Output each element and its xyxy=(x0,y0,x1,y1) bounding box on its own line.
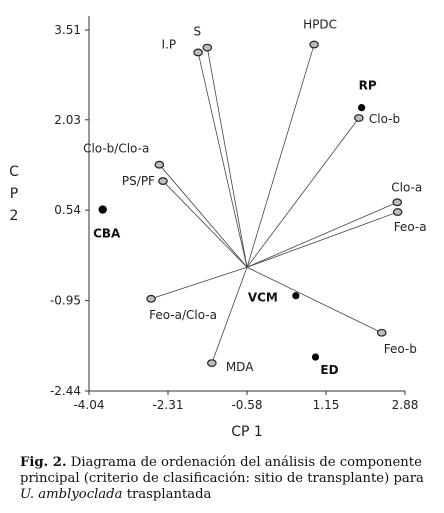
site-point xyxy=(311,353,320,361)
vector-label: Feo-a/Clo-a xyxy=(149,308,217,322)
x-axis-title: CP 1 xyxy=(231,424,263,440)
site-label: CBA xyxy=(93,227,121,241)
pca-biplot-chart: 3.51 2.03 0.54 -0.95 -2.44-4.04 -2.31 -0.58 1.1… xyxy=(9,16,427,440)
vector-endpoint xyxy=(392,208,403,216)
vector-line xyxy=(246,117,360,268)
vector-endpoint xyxy=(207,359,217,367)
vector-label: Clo-b xyxy=(369,112,400,126)
vector-endpoint xyxy=(154,160,165,169)
vector-endpoint xyxy=(309,40,319,49)
vector-label: MDA xyxy=(226,360,254,374)
x-tick-label: -4.04 xyxy=(73,398,104,412)
y-tick-label: 3.51 xyxy=(54,23,81,37)
vector-endpoint xyxy=(193,48,203,57)
vector-line xyxy=(197,52,248,268)
vector-endpoint xyxy=(146,294,156,303)
site-label: RP xyxy=(359,79,377,93)
site-point xyxy=(98,205,107,214)
caption-text-end: trasplantada xyxy=(126,487,212,502)
vector-endpoint xyxy=(354,114,364,122)
caption-species: U. amblyoclada xyxy=(20,487,123,502)
figure-number: Fig. 2. xyxy=(20,455,67,470)
vector-line xyxy=(246,266,382,334)
vector-line xyxy=(162,180,248,268)
vector-label: HPDC xyxy=(303,18,337,32)
vector-line xyxy=(246,44,315,268)
vector-line xyxy=(211,267,248,364)
x-tick-label: 1.15 xyxy=(313,398,340,412)
vector-line xyxy=(246,211,398,268)
site-label: VCM xyxy=(248,291,278,305)
vector-label: PS/PF xyxy=(122,174,155,188)
vector-line xyxy=(206,47,248,268)
vector-label: S xyxy=(193,25,201,39)
vector-line xyxy=(246,201,398,268)
vector-endpoint xyxy=(376,328,387,337)
vector-line xyxy=(150,266,248,300)
vector-label: Feo-a xyxy=(394,220,427,234)
x-tick-label: 2.88 xyxy=(392,398,419,412)
axis-ticks: 3.51 2.03 0.54 -0.95 -2.44-4.04 -2.31 -0.58 1.1… xyxy=(50,23,418,412)
y-tick-label: 0.54 xyxy=(54,203,81,217)
y-tick-label: -2.44 xyxy=(50,384,81,398)
site-point xyxy=(358,104,366,112)
vector-endpoint xyxy=(158,177,168,185)
y-tick-label: -0.95 xyxy=(50,294,81,308)
caption-text: Diagrama de ordenación del análisis de c… xyxy=(20,455,424,486)
site-label: ED xyxy=(320,363,338,377)
axes xyxy=(88,16,405,392)
vector-label: Clo-b/Clo-a xyxy=(83,142,149,156)
vector-endpoint xyxy=(202,43,213,52)
vector-line xyxy=(159,164,248,268)
vector-label: Feo-b xyxy=(384,342,417,356)
site-points: RP CBA VCM ED xyxy=(93,79,377,377)
x-tick-label: -0.58 xyxy=(231,398,262,412)
y-tick-label: 2.03 xyxy=(54,113,81,127)
x-tick-label: -2.31 xyxy=(152,398,183,412)
vector-label: I.P xyxy=(162,37,177,51)
site-point xyxy=(292,292,300,300)
vector-label: Clo-a xyxy=(391,180,422,194)
vector-endpoint xyxy=(392,198,403,207)
figure-caption: Fig. 2. Diagrama de ordenación del análi… xyxy=(20,455,440,503)
loading-vectors: S I.P HPDC Clo-b Clo-b/Clo-a PS/PF Clo-a Feo-a F… xyxy=(83,18,426,375)
